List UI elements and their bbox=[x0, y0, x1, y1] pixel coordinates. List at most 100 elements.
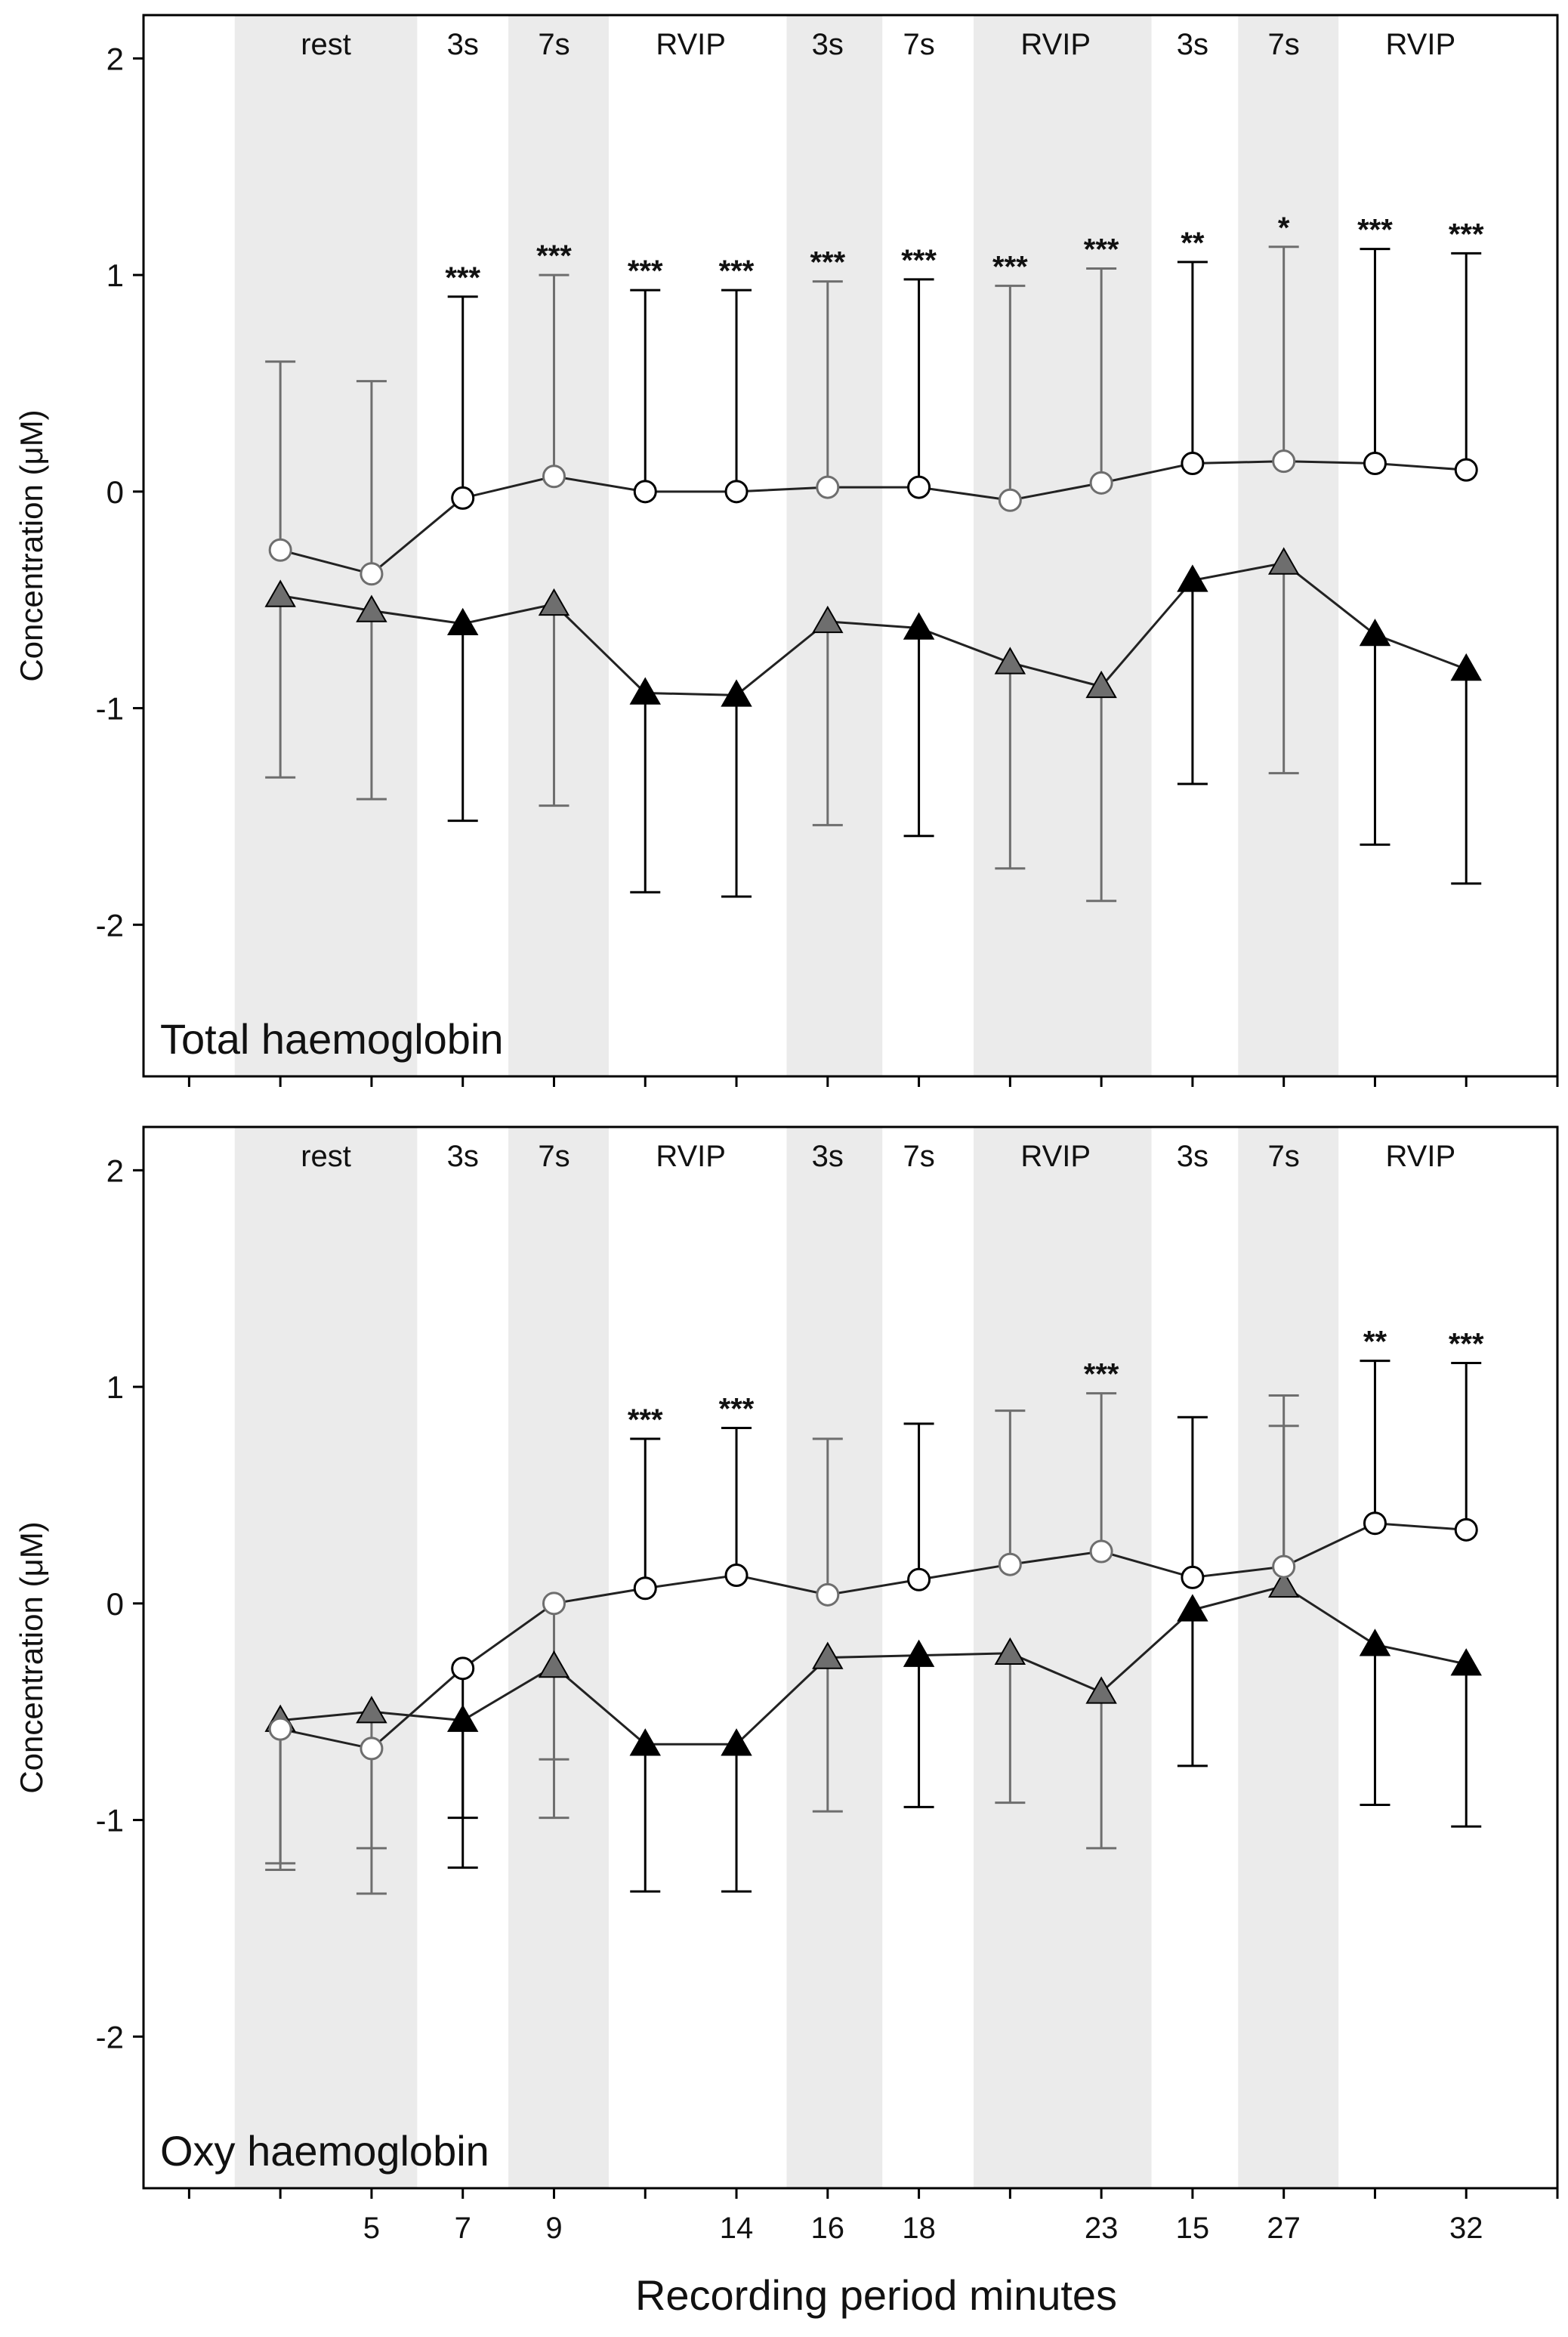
triangle-point bbox=[629, 677, 661, 705]
triangle-point bbox=[1085, 670, 1117, 699]
circle-point bbox=[998, 1552, 1022, 1576]
significance-label: *** bbox=[719, 1393, 755, 1426]
x-tick-label: 15 bbox=[1176, 2212, 1210, 2245]
y-tick-label: -2 bbox=[96, 2019, 124, 2055]
shaded-period bbox=[508, 1127, 609, 2188]
circle-point bbox=[907, 475, 931, 499]
circle-point bbox=[542, 1591, 566, 1616]
plot-frame bbox=[142, 14, 1559, 1078]
y-tick-label: 0 bbox=[106, 474, 124, 510]
x-axis-label: Recording period minutes bbox=[635, 2271, 1117, 2319]
triangle-point bbox=[356, 594, 387, 622]
significance-label: *** bbox=[445, 261, 480, 295]
triangle-point bbox=[1085, 1676, 1117, 1704]
triangle-point bbox=[812, 605, 844, 634]
shaded-period bbox=[974, 15, 1152, 1076]
circle-point bbox=[268, 1717, 292, 1741]
triangle-series-line bbox=[280, 1585, 1467, 1746]
triangle-point bbox=[629, 1728, 661, 1756]
circle-point bbox=[816, 1582, 840, 1607]
circle-point bbox=[1181, 1565, 1205, 1589]
period-label: 3s bbox=[812, 1140, 844, 1173]
period-label: 7s bbox=[903, 28, 934, 61]
period-label: 7s bbox=[538, 28, 569, 61]
circle-point bbox=[268, 538, 292, 562]
plot-frame bbox=[142, 1125, 1559, 2190]
y-tick-label: 1 bbox=[106, 1369, 124, 1405]
panel-oxy-haemoglobin: 2 1 0 -1 -2 Concentration (μM) 5 7 9 14 16 18 23 15 27… bbox=[14, 1125, 1559, 2245]
period-label: 3s bbox=[1177, 28, 1208, 61]
panel-total-haemoglobin: 2 1 0 -1 -2 Concentration (μM) rest 3s 7s RVIP 3s 7… bbox=[14, 14, 1559, 1087]
triangle-point bbox=[903, 612, 935, 640]
significance-label: *** bbox=[1449, 218, 1484, 251]
circle-point bbox=[1454, 1517, 1478, 1542]
period-label: 7s bbox=[1268, 1140, 1300, 1173]
circle-point bbox=[451, 1656, 475, 1681]
triangle-point bbox=[538, 1650, 570, 1678]
y-tick-label: -1 bbox=[96, 1803, 124, 1838]
triangle-series-line bbox=[279, 561, 1467, 696]
significance-label: *** bbox=[1084, 233, 1119, 266]
period-label: RVIP bbox=[1386, 28, 1456, 61]
circle-point bbox=[451, 486, 475, 510]
x-tick-label: 9 bbox=[545, 2212, 562, 2245]
triangle-point bbox=[994, 1637, 1026, 1666]
triangle-point bbox=[1359, 1628, 1391, 1656]
x-tick-label: 14 bbox=[720, 2212, 754, 2245]
triangle-point bbox=[264, 579, 296, 607]
period-label: 7s bbox=[538, 1140, 569, 1173]
circle-point bbox=[1089, 1539, 1113, 1564]
triangle-point bbox=[1267, 1570, 1300, 1598]
x-tick-label: 16 bbox=[811, 2212, 845, 2245]
y-axis-label: Concentration (μM) bbox=[14, 409, 49, 681]
circle-point bbox=[542, 465, 566, 489]
panel-title: Oxy haemoglobin bbox=[160, 2127, 489, 2175]
triangle-point bbox=[812, 1641, 844, 1669]
significance-label: *** bbox=[1449, 1328, 1484, 1361]
circle-point bbox=[816, 475, 840, 499]
shaded-period bbox=[234, 15, 418, 1076]
significance-label: *** bbox=[992, 250, 1028, 283]
circle-point bbox=[633, 1576, 657, 1601]
triangle-point bbox=[1177, 1594, 1208, 1622]
period-label: rest bbox=[301, 28, 351, 61]
circle-point bbox=[1454, 458, 1478, 482]
shaded-period bbox=[508, 15, 609, 1076]
triangle-point bbox=[1450, 1648, 1482, 1676]
triangle-point bbox=[538, 588, 570, 616]
circle-point bbox=[360, 1737, 384, 1761]
circle-point bbox=[1089, 471, 1113, 495]
triangle-point bbox=[721, 1728, 752, 1756]
circle-point bbox=[1181, 452, 1205, 476]
x-tick-label: 23 bbox=[1085, 2212, 1119, 2245]
period-label: 3s bbox=[447, 1140, 479, 1173]
circle-point bbox=[907, 1567, 931, 1591]
circle-point bbox=[1272, 1554, 1296, 1579]
x-tick-label: 5 bbox=[363, 2212, 380, 2245]
y-tick-label: -2 bbox=[96, 907, 124, 943]
shaded-period bbox=[1238, 15, 1339, 1076]
triangle-point bbox=[994, 647, 1026, 675]
period-label: 3s bbox=[447, 28, 479, 61]
triangle-point bbox=[356, 1696, 387, 1724]
circle-point bbox=[360, 562, 384, 586]
y-tick-label: 0 bbox=[106, 1586, 124, 1622]
circle-point bbox=[724, 480, 749, 504]
significance-label: *** bbox=[1357, 214, 1393, 247]
y-tick-label: 2 bbox=[106, 1153, 124, 1188]
y-tick-label: 1 bbox=[106, 258, 124, 293]
period-label: RVIP bbox=[1020, 1140, 1091, 1173]
significance-label: * bbox=[1278, 211, 1290, 245]
circle-point bbox=[1363, 1511, 1387, 1536]
triangle-point bbox=[446, 607, 479, 635]
period-label: rest bbox=[301, 1140, 351, 1173]
triangle-point bbox=[1450, 653, 1482, 681]
period-label: RVIP bbox=[656, 1140, 726, 1173]
x-tick-label: 7 bbox=[455, 2212, 471, 2245]
circle-series-line bbox=[279, 460, 1467, 576]
y-tick-label: -1 bbox=[96, 691, 124, 727]
significance-label: ** bbox=[1181, 227, 1205, 260]
triangle-point bbox=[1359, 619, 1391, 647]
triangle-point bbox=[903, 1639, 935, 1667]
